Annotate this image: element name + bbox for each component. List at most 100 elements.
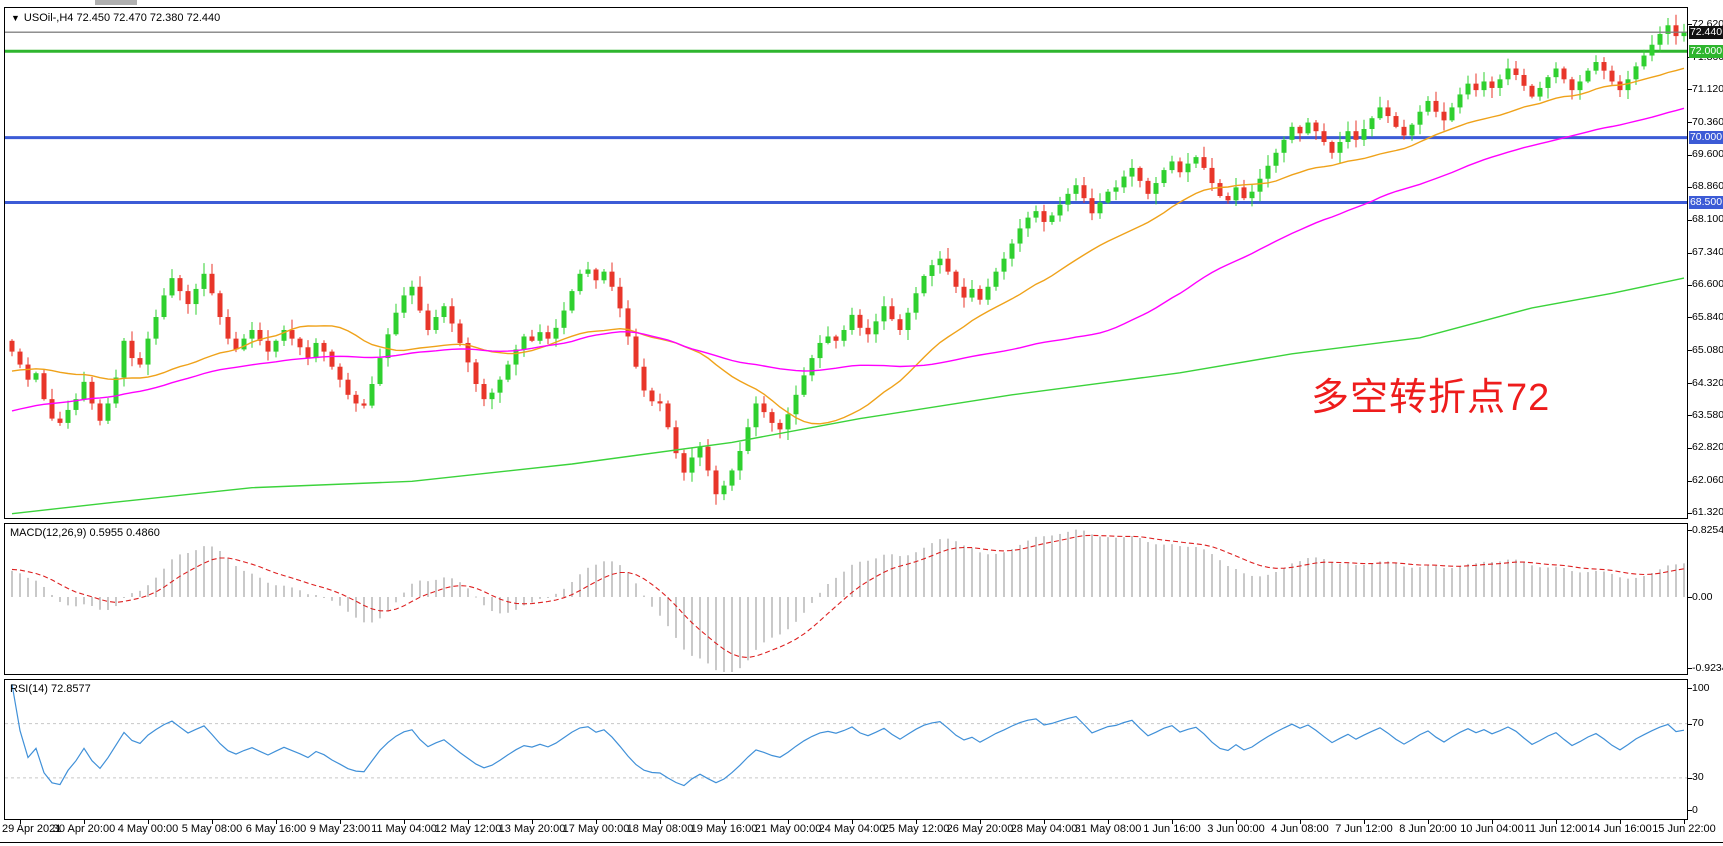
- time-axis-label: 11 Jun 12:00: [1524, 823, 1588, 835]
- time-tick: [1428, 820, 1429, 824]
- time-axis-label: 12 May 12:00: [434, 823, 502, 835]
- time-tick: [1300, 820, 1301, 824]
- time-axis-label: 31 May 08:00: [1074, 823, 1142, 835]
- price-tick: [1688, 252, 1692, 254]
- time-tick: [1044, 820, 1045, 824]
- time-axis-label: 7 Jun 12:00: [1335, 823, 1393, 835]
- price-axis-label: 69.600: [1692, 148, 1723, 161]
- time-axis-label: 26 May 20:00: [946, 823, 1014, 835]
- symbol-dropdown-icon[interactable]: ▼: [11, 13, 20, 23]
- price-tick: [1688, 284, 1692, 286]
- price-tick: [1688, 317, 1692, 319]
- chart-header: ▼ USOil-,H4 72.450 72.470 72.380 72.440: [11, 12, 220, 24]
- price-tick: [1688, 447, 1692, 449]
- annotation-text: 多空转折点72: [1311, 377, 1551, 419]
- price-axis-label: 62.820: [1692, 441, 1723, 454]
- time-tick: [340, 820, 341, 824]
- price-tick: [1688, 186, 1692, 188]
- time-tick: [1684, 820, 1685, 824]
- price-tick: [1688, 383, 1692, 385]
- time-tick: [212, 820, 213, 824]
- time-axis-label: 6 May 16:00: [245, 823, 307, 835]
- price-badge-68.500: 68.500: [1689, 195, 1723, 209]
- rsi-chart-canvas[interactable]: [5, 680, 1687, 819]
- rsi-tick: [1688, 688, 1692, 689]
- time-axis-label: 10 Jun 04:00: [1460, 823, 1524, 835]
- time-axis-label: 18 May 08:00: [626, 823, 694, 835]
- macd-axis-label: 0.8254: [1692, 523, 1723, 536]
- price-axis-label: 71.120: [1692, 82, 1723, 95]
- candlestick-chart-canvas[interactable]: [5, 8, 1687, 518]
- time-axis-label: 25 May 12:00: [882, 823, 950, 835]
- time-axis-label: 5 May 08:00: [181, 823, 243, 835]
- price-axis-label: 72.620: [1692, 17, 1723, 30]
- macd-chart-canvas[interactable]: [5, 524, 1687, 674]
- time-tick: [532, 820, 533, 824]
- macd-indicator-panel[interactable]: MACD(12,26,9) 0.5955 0.4860: [4, 523, 1688, 675]
- time-tick: [724, 820, 725, 824]
- time-tick: [404, 820, 405, 824]
- macd-axis-label: 0.00: [1692, 590, 1713, 603]
- time-axis-label: 15 Jun 22:00: [1652, 823, 1716, 835]
- price-tick: [1688, 57, 1692, 59]
- price-axis-label: 64.320: [1692, 376, 1723, 389]
- price-tick: [1688, 122, 1692, 124]
- time-tick: [1236, 820, 1237, 824]
- price-tick: [1688, 154, 1692, 156]
- price-axis-label: 68.860: [1692, 180, 1723, 193]
- rsi-tick: [1688, 723, 1692, 725]
- macd-axis-label: -0.9234: [1692, 661, 1723, 674]
- time-tick: [1620, 820, 1621, 824]
- price-tick: [1688, 480, 1692, 482]
- time-tick: [1556, 820, 1557, 824]
- macd-tick: [1688, 530, 1692, 531]
- time-axis-label: 3 Jun 00:00: [1207, 823, 1265, 835]
- rsi-axis-label: 0: [1692, 803, 1698, 816]
- time-tick: [468, 820, 469, 824]
- time-tick: [276, 820, 277, 824]
- time-axis-label: 13 May 20:00: [498, 823, 566, 835]
- time-axis-label: 4 Jun 08:00: [1271, 823, 1329, 835]
- time-axis-label: 14 Jun 16:00: [1588, 823, 1652, 835]
- time-axis-label: 8 Jun 20:00: [1399, 823, 1457, 835]
- rsi-indicator-panel[interactable]: RSI(14) 72.8577: [4, 679, 1688, 820]
- price-axis-label: 63.580: [1692, 408, 1723, 421]
- time-axis-label: 24 May 04:00: [818, 823, 886, 835]
- price-tick: [1688, 24, 1692, 26]
- price-axis-label: 66.600: [1692, 278, 1723, 291]
- price-tick: [1688, 415, 1692, 417]
- price-tick: [1688, 219, 1692, 221]
- time-axis-label: 4 May 00:00: [117, 823, 179, 835]
- symbol-ohlc-text: USOil-,H4 72.450 72.470 72.380 72.440: [23, 12, 221, 24]
- rsi-tick: [1688, 777, 1692, 779]
- main-chart-panel[interactable]: ▼ USOil-,H4 72.450 72.470 72.380 72.440 多…: [4, 7, 1688, 519]
- bottom-border-line: [0, 842, 1723, 843]
- time-tick: [1108, 820, 1109, 824]
- time-axis-label: 30 Apr 20:00: [52, 823, 116, 835]
- macd-label: MACD(12,26,9) 0.5955 0.4860: [10, 527, 160, 539]
- time-tick: [148, 820, 149, 824]
- price-badge-72.440: 72.440: [1689, 25, 1723, 39]
- time-tick: [916, 820, 917, 824]
- time-axis-label: 28 May 04:00: [1010, 823, 1078, 835]
- time-tick: [84, 820, 85, 824]
- price-tick: [1688, 350, 1692, 352]
- time-axis-label: 11 May 04:00: [371, 823, 437, 835]
- rsi-axis-label: 100: [1692, 681, 1710, 694]
- time-axis-label: 29 Apr 2021: [2, 823, 62, 835]
- price-tick: [1688, 512, 1692, 514]
- price-axis-label: 67.340: [1692, 246, 1723, 259]
- price-axis-label: 68.100: [1692, 213, 1723, 226]
- price-axis-label: 62.060: [1692, 474, 1723, 487]
- time-tick: [788, 820, 789, 824]
- time-tick: [1364, 820, 1365, 824]
- time-axis-label: 17 May 00:00: [562, 823, 630, 835]
- macd-tick: [1688, 668, 1692, 669]
- time-tick: [980, 820, 981, 824]
- horizontal-scrollbar-thumb[interactable]: [95, 0, 137, 5]
- time-tick: [596, 820, 597, 824]
- time-axis-label: 9 May 23:00: [309, 823, 371, 835]
- time-tick: [1492, 820, 1493, 824]
- price-badge-72.000: 72.000: [1689, 44, 1723, 58]
